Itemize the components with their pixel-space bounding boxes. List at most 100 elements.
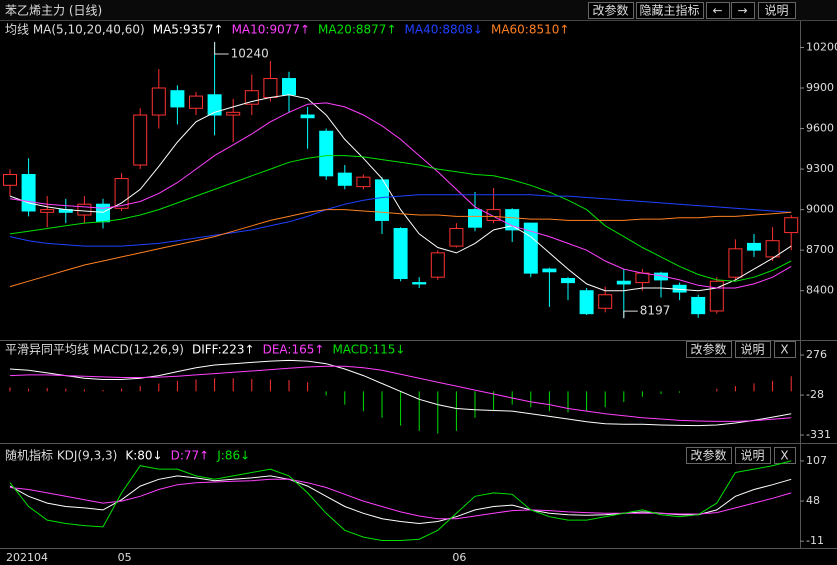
legend-entry: MA5:9357↑ (153, 23, 224, 37)
candle-body (449, 228, 464, 247)
candle-body (561, 278, 575, 284)
candle-body (542, 268, 557, 273)
indicator-line (9, 155, 792, 282)
button-label[interactable]: X (780, 449, 788, 463)
button-label[interactable]: 改参数 (690, 448, 726, 463)
button[interactable] (636, 2, 704, 19)
indicator-line (9, 365, 792, 422)
candle-body (319, 130, 334, 177)
button-label[interactable]: 改参数 (690, 342, 726, 357)
candle-body (691, 296, 706, 315)
legend-title: 随机指标 KDJ(9,3,3) (5, 448, 117, 463)
candle-body (635, 272, 650, 284)
x-tick-label: 202104 (6, 551, 48, 564)
y-tick-label: 9900 (806, 81, 834, 94)
candle-body (765, 240, 780, 258)
candle-body (263, 78, 278, 98)
button[interactable] (588, 2, 634, 19)
candle-body (170, 90, 185, 108)
y-tick-label: 9000 (806, 203, 834, 216)
legend-title: 平滑异同平均线 MACD(12,26,9) (5, 343, 184, 357)
candle-body (244, 90, 259, 105)
legend-title: 均线 MA(5,10,20,40,60) (5, 23, 145, 37)
candle-body (226, 111, 241, 116)
y-tick-label: 48 (806, 494, 820, 507)
candle-body (486, 209, 501, 221)
candle-body (189, 95, 203, 109)
y-tick-label: 8400 (806, 284, 834, 297)
legend-entry: MA40:8808↓ (405, 23, 483, 37)
candle-body (654, 272, 668, 281)
legend-entry: DIFF:223↑ (192, 343, 255, 357)
candle-body (393, 228, 408, 280)
annotation-leader (214, 42, 229, 55)
annotation: 8197 (640, 304, 671, 318)
candle-body (151, 87, 166, 116)
indicator-line (9, 194, 792, 247)
button-label[interactable]: 说明 (764, 3, 788, 18)
candle-body (412, 282, 427, 285)
legend-entry: MA10:9077↑ (232, 23, 310, 37)
button[interactable] (758, 2, 796, 19)
candle-body (96, 203, 110, 223)
candle-body (300, 114, 315, 119)
candle-body (375, 179, 389, 221)
indicator-line (9, 102, 792, 289)
x-tick-label: 06 (452, 551, 466, 564)
candle-body (505, 209, 520, 231)
legend-entry: DEA:165↑ (263, 343, 325, 357)
indicator-line (9, 359, 792, 427)
y-tick-label: 10200 (806, 40, 837, 53)
y-tick-label: -331 (806, 428, 831, 441)
indicator-line (9, 478, 792, 520)
candle-body (114, 178, 129, 209)
button[interactable] (774, 447, 796, 464)
button[interactable] (774, 341, 796, 358)
y-tick-label: -11 (806, 534, 824, 547)
candle-body (728, 248, 743, 278)
y-tick-label: 107 (806, 454, 827, 467)
button[interactable] (735, 341, 771, 358)
candle-body (77, 203, 92, 216)
candle-body (523, 222, 538, 274)
button-label[interactable]: → (737, 4, 747, 18)
legend-entry: MACD:115↓ (332, 343, 405, 357)
indicator-line (9, 209, 792, 288)
button-label[interactable]: 改参数 (592, 3, 628, 18)
button-label[interactable]: 隐藏主指标 (639, 3, 699, 18)
candle-body (468, 209, 482, 228)
candle-body (747, 242, 761, 251)
indicator-line (9, 460, 792, 541)
candle-body (356, 176, 371, 188)
candle-body (40, 209, 55, 213)
y-tick-label: -28 (806, 388, 824, 401)
candle-body (337, 172, 352, 186)
button-label[interactable]: X (780, 343, 788, 357)
y-tick-label: 9300 (806, 162, 834, 175)
legend-entry: K:80↓ (125, 449, 162, 463)
button[interactable] (686, 341, 732, 358)
legend-entry: D:77↑ (171, 449, 210, 463)
button-label[interactable]: ← (712, 4, 722, 18)
candle-body (784, 217, 799, 234)
candle-body (579, 290, 594, 315)
y-tick-label: 276 (806, 348, 827, 361)
button[interactable] (706, 2, 730, 19)
candle-body (430, 252, 445, 278)
button[interactable] (686, 447, 732, 464)
button-label[interactable]: 说明 (740, 342, 764, 357)
annotation: 10240 (231, 47, 269, 61)
legend-entry: MA60:8510↑ (491, 23, 569, 37)
contract-title: 苯乙烯主力 (日线) (5, 4, 102, 18)
button[interactable] (735, 447, 771, 464)
button-label[interactable]: 说明 (740, 448, 764, 463)
candle-body (598, 294, 613, 309)
x-tick-label: 05 (118, 551, 132, 564)
candle-body (282, 78, 296, 96)
y-tick-label: 9600 (806, 122, 834, 135)
button[interactable] (731, 2, 755, 19)
annotation-leader (623, 310, 638, 319)
candle-body (3, 173, 17, 186)
candle-body (21, 173, 36, 212)
